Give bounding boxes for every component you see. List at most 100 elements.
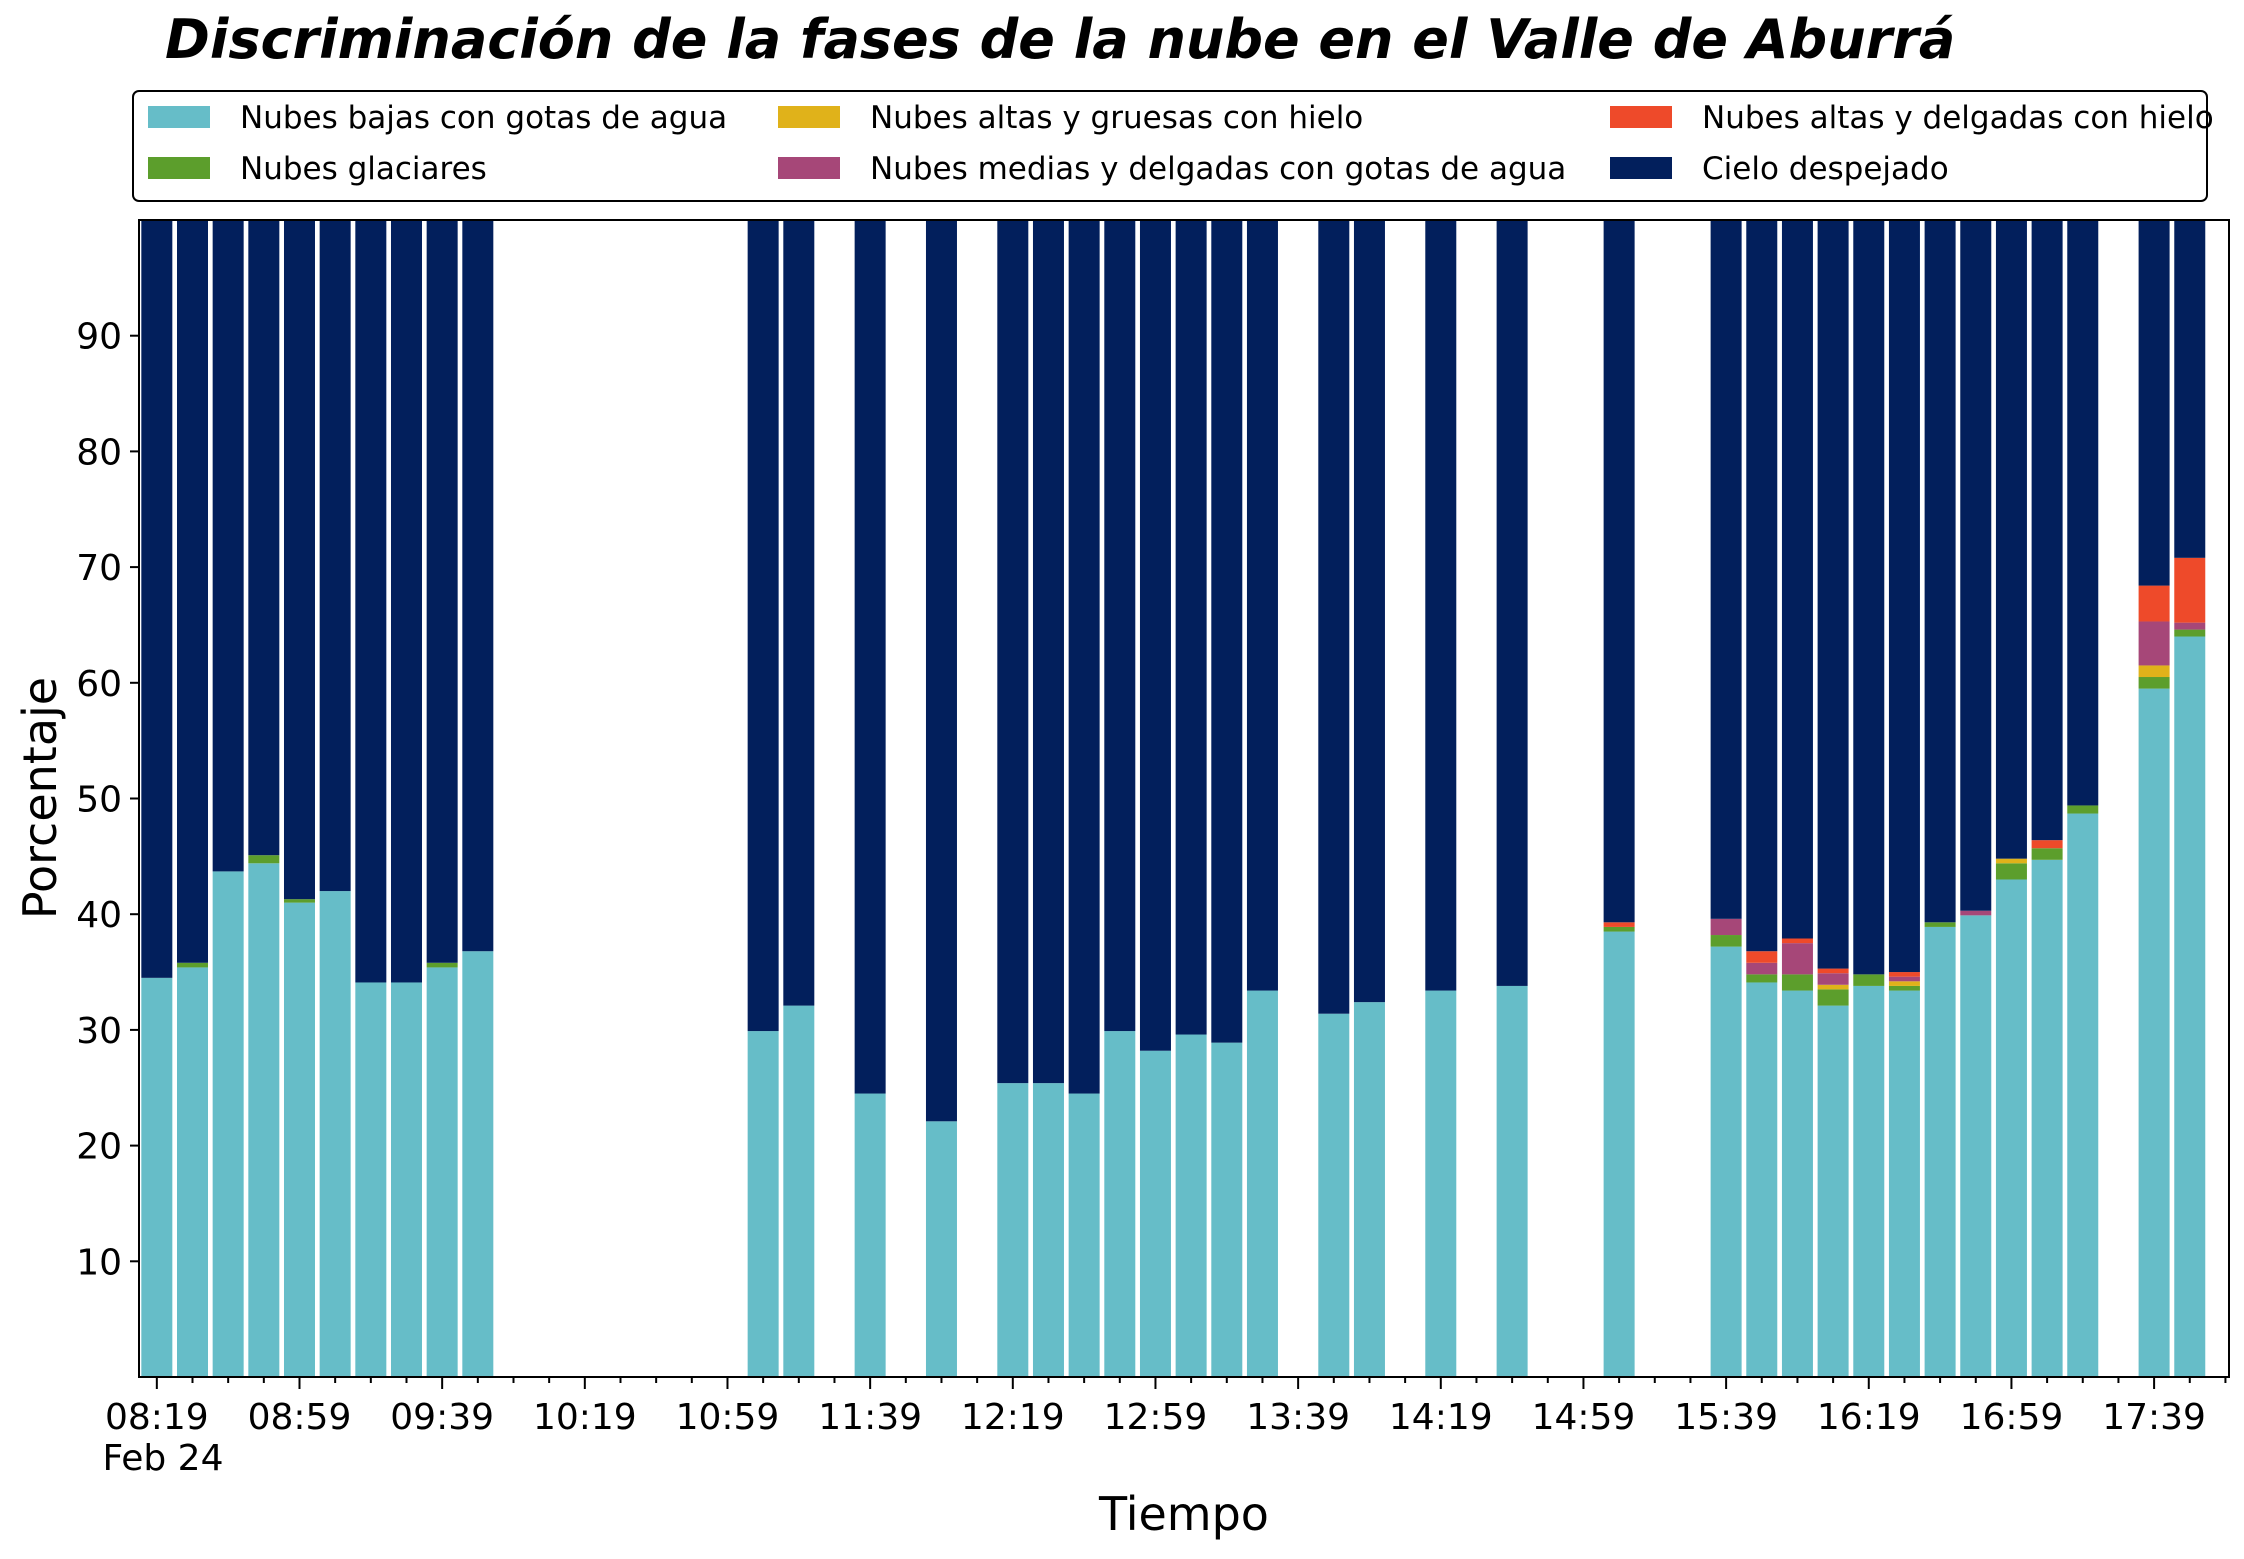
bar-segment-s3-29 <box>1781 943 1813 975</box>
x-tick-label-13:39: 13:39 <box>1246 1397 1350 1438</box>
bar-segment-s0-8 <box>426 967 458 1377</box>
legend-label-2: Nubes altas y gruesas con hielo <box>870 100 1363 136</box>
bar-segment-s0-31 <box>1853 985 1885 1377</box>
bar-segment-s5-3 <box>248 220 280 856</box>
bar-segment-s0-19 <box>1175 1034 1207 1377</box>
bar-segment-s3-27 <box>1710 918 1742 936</box>
x-tick-label-14:59: 14:59 <box>1532 1397 1636 1438</box>
bar-segment-s0-27 <box>1710 946 1742 1377</box>
bar-segment-s1-36 <box>2031 848 2063 860</box>
bar-segment-s4-26 <box>1603 922 1635 927</box>
bar-segment-s0-2 <box>212 871 244 1377</box>
bar-segment-s5-29 <box>1781 220 1813 939</box>
plot-area <box>138 219 2230 1378</box>
bar-segment-s5-12 <box>854 220 886 1094</box>
bar-segment-s5-2 <box>212 220 244 872</box>
bar-segment-s3-34 <box>1960 910 1992 916</box>
bar-segment-s4-39 <box>2174 557 2206 623</box>
bar-segment-s5-38 <box>2138 220 2170 586</box>
bar-segment-s1-27 <box>1710 935 1742 947</box>
bar-segment-s5-21 <box>1246 220 1278 991</box>
bar-segment-s1-31 <box>1853 974 1885 986</box>
bar-segment-s0-10 <box>747 1031 779 1377</box>
bar-segment-s1-26 <box>1603 926 1635 932</box>
bar-segment-s0-29 <box>1781 990 1813 1377</box>
x-tick-label-12:19: 12:19 <box>961 1397 1065 1438</box>
legend-label-0: Nubes bajas con gotas de agua <box>240 100 727 136</box>
bar-segment-s3-28 <box>1746 962 1778 975</box>
bar-segment-s0-22 <box>1318 1013 1350 1377</box>
bar-segment-s3-39 <box>2174 622 2206 630</box>
bar-segment-s4-36 <box>2031 840 2063 849</box>
bar-segment-s0-35 <box>1995 879 2027 1377</box>
bar-segment-s1-28 <box>1746 974 1778 983</box>
bar-segment-s0-12 <box>854 1093 886 1377</box>
bar-segment-s5-34 <box>1960 220 1992 911</box>
bar-segment-s4-28 <box>1746 951 1778 963</box>
bar-segment-s5-11 <box>783 220 815 1006</box>
bar-segment-s5-22 <box>1318 220 1350 1014</box>
bar-segment-s1-35 <box>1995 863 2027 880</box>
x-tick-label-17:39: 17:39 <box>2102 1397 2206 1438</box>
bar-segment-s0-9 <box>462 951 494 1377</box>
bar-segment-s3-38 <box>2138 621 2170 666</box>
bar-segment-s5-5 <box>319 220 351 892</box>
bar-segment-s2-35 <box>1995 858 2027 864</box>
y-tick-label-60: 60 <box>76 664 122 705</box>
bar-segment-s0-33 <box>1924 926 1956 1377</box>
bar-segment-s5-19 <box>1175 220 1207 1035</box>
bar-segment-s0-24 <box>1425 990 1457 1377</box>
bar-segment-s5-27 <box>1710 220 1742 919</box>
bar-segment-s5-33 <box>1924 220 1956 923</box>
bar-segment-s2-30 <box>1817 984 1849 990</box>
bar-segment-s1-38 <box>2138 677 2170 689</box>
bar-segment-s5-37 <box>2067 220 2099 806</box>
bar-segment-s5-6 <box>355 220 387 983</box>
bar-segment-s0-20 <box>1211 1042 1243 1377</box>
bar-segment-s1-29 <box>1781 974 1813 991</box>
legend: Nubes bajas con gotas de agua Nubes glaci… <box>132 90 2214 202</box>
bar-segment-s5-10 <box>747 220 779 1032</box>
bar-segment-s0-14 <box>997 1083 1029 1377</box>
bar-segment-s0-25 <box>1496 985 1528 1377</box>
y-tick-label-80: 80 <box>76 432 122 473</box>
bar-segment-s5-14 <box>997 220 1029 1084</box>
bar-segment-s5-32 <box>1888 220 1920 973</box>
bar-segment-s0-23 <box>1353 1002 1385 1377</box>
x-tick-label-16:19: 16:19 <box>1817 1397 1921 1438</box>
bar-segment-s1-3 <box>248 855 280 864</box>
bar-segment-s2-32 <box>1888 981 1920 986</box>
bar-segment-s1-33 <box>1924 922 1956 927</box>
bar-segment-s0-18 <box>1139 1050 1171 1377</box>
x-date-label: Feb 24 <box>103 1438 224 1479</box>
bar-segment-s0-26 <box>1603 931 1635 1377</box>
bar-segment-s0-17 <box>1104 1031 1136 1377</box>
bar-segment-s1-30 <box>1817 989 1849 1006</box>
bar-segment-s5-20 <box>1211 220 1243 1043</box>
legend-label-4: Nubes altas y delgadas con hielo <box>1702 100 2214 136</box>
legend-label-3: Nubes medias y delgadas con gotas de agu… <box>870 151 1566 187</box>
bar-segment-s3-32 <box>1888 976 1920 982</box>
bar-segment-s5-26 <box>1603 220 1635 923</box>
bar-segment-s5-0 <box>141 220 173 978</box>
bar-segment-s1-8 <box>426 962 458 968</box>
bar-segment-s5-16 <box>1068 220 1100 1094</box>
y-tick-label-20: 20 <box>76 1127 122 1168</box>
x-axis-label: Tiempo <box>1098 1487 1269 1541</box>
bar-segment-s0-0 <box>141 977 173 1377</box>
y-tick-label-50: 50 <box>76 780 122 821</box>
bar-segment-s5-13 <box>925 220 957 1122</box>
x-tick-label-08:59: 08:59 <box>248 1397 352 1438</box>
bar-segment-s4-29 <box>1781 938 1813 944</box>
legend-swatch-0 <box>148 106 210 128</box>
legend-label-5: Cielo despejado <box>1702 151 1949 187</box>
bar-segment-s0-3 <box>248 863 280 1377</box>
legend-swatch-5 <box>1610 157 1672 179</box>
x-tick-label-08:19: 08:19 <box>105 1397 209 1438</box>
x-tick-label-15:39: 15:39 <box>1674 1397 1778 1438</box>
bar-segment-s0-15 <box>1032 1083 1064 1377</box>
bar-segment-s0-16 <box>1068 1093 1100 1377</box>
bar-segment-s5-36 <box>2031 220 2063 841</box>
bar-segment-s0-32 <box>1888 990 1920 1377</box>
bar-segment-s5-25 <box>1496 220 1528 986</box>
